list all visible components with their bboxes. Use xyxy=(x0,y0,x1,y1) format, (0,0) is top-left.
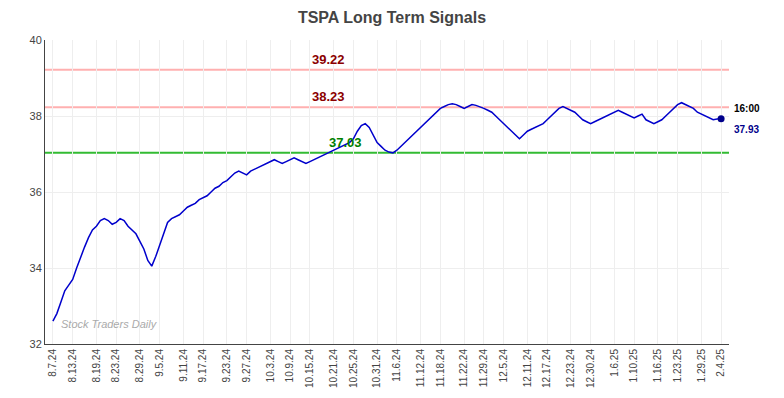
svg-text:10.3.24: 10.3.24 xyxy=(265,349,276,383)
svg-text:16:00: 16:00 xyxy=(734,103,760,114)
svg-text:37.93: 37.93 xyxy=(734,124,759,135)
svg-text:1.29.25: 1.29.25 xyxy=(696,349,707,383)
svg-text:32: 32 xyxy=(30,338,42,350)
svg-text:8.13.24: 8.13.24 xyxy=(67,349,78,383)
svg-text:11.29.24: 11.29.24 xyxy=(478,349,489,388)
svg-text:12.5.24: 12.5.24 xyxy=(498,349,509,383)
svg-text:12.30.24: 12.30.24 xyxy=(585,349,596,388)
svg-text:11.18.24: 11.18.24 xyxy=(435,349,446,388)
svg-text:10.31.24: 10.31.24 xyxy=(371,349,382,388)
svg-text:39.22: 39.22 xyxy=(312,52,345,67)
svg-text:1.10.25: 1.10.25 xyxy=(628,349,639,383)
svg-text:TSPA Long Term Signals: TSPA Long Term Signals xyxy=(298,9,486,26)
svg-text:1.16.25: 1.16.25 xyxy=(652,349,663,383)
svg-text:8.7.24: 8.7.24 xyxy=(47,349,58,377)
svg-text:9.11.24: 9.11.24 xyxy=(178,349,189,382)
svg-text:34: 34 xyxy=(30,262,42,274)
svg-text:10.9.24: 10.9.24 xyxy=(284,349,295,383)
svg-text:8.19.24: 8.19.24 xyxy=(91,349,102,383)
svg-text:12.11.24: 12.11.24 xyxy=(522,349,533,388)
svg-text:38: 38 xyxy=(30,110,42,122)
svg-text:12.23.24: 12.23.24 xyxy=(565,349,576,388)
svg-text:8.29.24: 8.29.24 xyxy=(134,349,145,383)
svg-text:9.27.24: 9.27.24 xyxy=(241,349,252,383)
svg-text:1.23.25: 1.23.25 xyxy=(672,349,683,383)
svg-text:9.17.24: 9.17.24 xyxy=(197,349,208,383)
svg-text:9.23.24: 9.23.24 xyxy=(221,349,232,383)
svg-text:40: 40 xyxy=(30,34,42,46)
svg-text:1.6.25: 1.6.25 xyxy=(609,349,620,377)
svg-text:8.23.24: 8.23.24 xyxy=(110,349,121,383)
svg-text:10.21.24: 10.21.24 xyxy=(328,349,339,388)
svg-text:12.17.24: 12.17.24 xyxy=(541,349,552,388)
svg-text:38.23: 38.23 xyxy=(312,89,345,104)
svg-text:36: 36 xyxy=(30,186,42,198)
svg-text:9.5.24: 9.5.24 xyxy=(154,349,165,377)
svg-text:10.25.24: 10.25.24 xyxy=(348,349,359,388)
svg-text:37.03: 37.03 xyxy=(329,135,362,150)
svg-text:2.4.25: 2.4.25 xyxy=(715,349,726,377)
svg-text:11.22.24: 11.22.24 xyxy=(458,349,469,388)
svg-text:10.15.24: 10.15.24 xyxy=(304,349,315,388)
svg-text:11.6.24: 11.6.24 xyxy=(391,349,402,382)
svg-text:Stock Traders Daily: Stock Traders Daily xyxy=(61,318,158,330)
svg-text:11.12.24: 11.12.24 xyxy=(415,349,426,388)
